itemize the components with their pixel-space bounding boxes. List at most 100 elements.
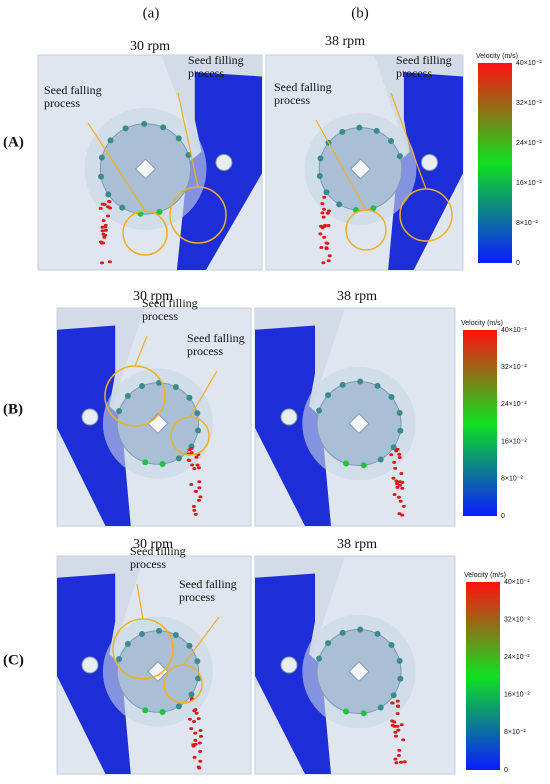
falling-seed [100, 261, 105, 265]
falling-seed [392, 720, 397, 724]
colorbar-title: Velocity (m/s) [464, 572, 506, 579]
falling-seed [100, 229, 105, 233]
shaft [349, 158, 372, 180]
shaft [348, 660, 370, 683]
colorbar-tick-label: 8×10⁻² [516, 220, 538, 227]
seed-on-disc [390, 444, 397, 451]
falling-seed [389, 453, 394, 457]
row-label: (B) [3, 401, 23, 417]
simulation-panel [254, 307, 456, 527]
falling-seed [394, 449, 399, 453]
seed-on-disc [360, 462, 367, 469]
seed-on-disc [175, 455, 182, 462]
seed-on-disc [159, 709, 166, 716]
falling-seed [393, 730, 398, 734]
column-label: (b) [351, 5, 369, 21]
speed-label: 38 rpm [337, 537, 377, 552]
colorbar-title: Velocity (m/s) [461, 320, 503, 327]
simulation-panel [37, 54, 263, 271]
falling-seed [395, 712, 400, 716]
seed-on-disc [390, 692, 397, 699]
seed-on-disc [374, 382, 381, 389]
falling-seed [198, 734, 203, 738]
falling-seed [325, 211, 330, 215]
seed-on-disc [124, 392, 131, 399]
falling-seed [197, 498, 202, 502]
falling-seed [398, 499, 403, 503]
annotation-text: process [142, 309, 178, 323]
falling-seed [195, 463, 200, 467]
falling-seed [322, 207, 327, 211]
seed-on-disc [336, 201, 343, 208]
falling-seed [197, 486, 202, 490]
falling-seed [197, 480, 202, 484]
falling-seed [399, 723, 404, 727]
falling-seed [326, 223, 331, 227]
falling-seed [390, 723, 395, 727]
falling-seed [396, 754, 401, 758]
falling-seed [395, 699, 400, 703]
annotation-text: Seed falling [44, 83, 102, 97]
seed-on-disc [116, 407, 123, 414]
falling-seed [402, 760, 407, 764]
colorbar-tick-label: 40×10⁻² [504, 579, 530, 586]
falling-seed [198, 729, 203, 733]
annotation-text: Seed filling [188, 53, 244, 67]
callout-line [182, 616, 220, 666]
seed-on-disc [156, 208, 163, 215]
falling-seed [192, 508, 197, 512]
seed-on-disc [98, 173, 105, 180]
seed-on-disc [116, 655, 123, 662]
seed-on-disc [139, 383, 146, 390]
colorbar-tick-label: 0 [504, 767, 508, 774]
falling-seed [324, 246, 329, 250]
seed-on-disc [317, 155, 324, 162]
seed-on-disc [156, 627, 163, 634]
falling-seed [187, 448, 192, 452]
seed-on-disc [323, 189, 330, 196]
falling-seed [392, 460, 397, 464]
falling-seed [196, 466, 201, 470]
seed-on-disc [185, 151, 192, 158]
colorbar-tick-label: 32×10⁻² [516, 100, 542, 107]
falling-seed [321, 261, 326, 265]
colorbar [478, 63, 512, 263]
falling-seed [192, 467, 197, 471]
annotation-text: Seed filling [396, 53, 452, 67]
colorbar-tick-label: 24×10⁻² [516, 140, 542, 147]
agitator [81, 408, 99, 426]
falling-seed [193, 708, 198, 712]
falling-seed [397, 452, 402, 456]
falling-seed [189, 451, 194, 455]
seed-on-disc [388, 641, 395, 648]
seed-on-disc [172, 631, 179, 638]
annotation-text: Seed falling [187, 331, 245, 345]
falling-seed [392, 492, 397, 496]
falling-seed [399, 471, 404, 475]
seed-on-disc [396, 409, 403, 416]
falling-seed [102, 202, 107, 206]
falling-seed [191, 744, 196, 748]
callout-line [189, 370, 218, 418]
seed-on-disc [374, 630, 381, 637]
annotation-text: Seed falling [179, 577, 237, 591]
falling-seed [398, 483, 403, 487]
seed-on-disc [377, 456, 384, 463]
colorbar-tick-label: 16×10⁻² [516, 180, 542, 187]
falling-seed [395, 482, 400, 486]
agitator [81, 656, 99, 674]
falling-seed [393, 466, 398, 470]
speed-label: 38 rpm [337, 289, 377, 304]
simulation-panel [254, 555, 456, 775]
falling-seed [322, 195, 327, 199]
seed-on-disc [370, 205, 377, 212]
seed-on-disc [175, 135, 182, 142]
falling-seed [321, 215, 326, 219]
seed-on-disc [388, 393, 395, 400]
annotation-text: process [179, 590, 215, 604]
colorbar [463, 330, 497, 516]
colorbar-tick-label: 16×10⁻² [504, 692, 530, 699]
seed-on-disc [159, 461, 166, 468]
seed-on-disc [98, 154, 105, 161]
